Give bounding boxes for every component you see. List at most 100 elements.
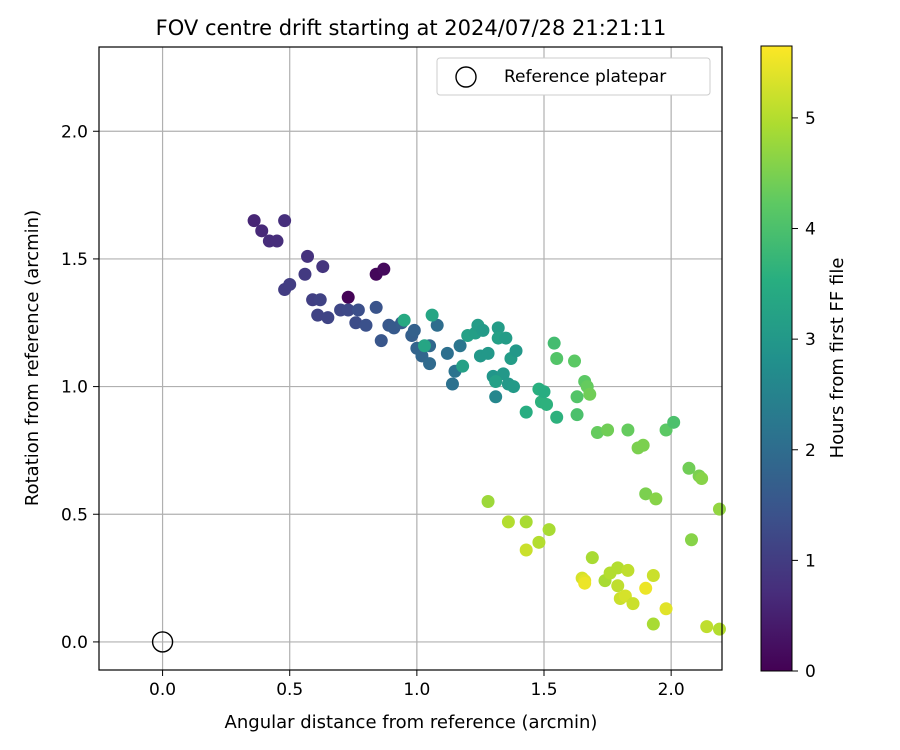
scatter-point bbox=[585, 551, 599, 565]
scatter-point bbox=[341, 290, 355, 304]
scatter-point bbox=[349, 316, 363, 330]
scatter-point bbox=[397, 313, 411, 327]
scatter-point bbox=[684, 533, 698, 547]
scatter-point bbox=[570, 390, 584, 404]
scatter-point bbox=[639, 487, 653, 501]
colorbar-tick-label: 5 bbox=[805, 109, 816, 129]
y-tick-label: 2.0 bbox=[61, 122, 88, 142]
scatter-point bbox=[667, 415, 681, 429]
scatter-point bbox=[649, 492, 663, 506]
scatter-point bbox=[626, 597, 640, 611]
grid bbox=[99, 47, 722, 670]
plot-frame bbox=[98, 46, 723, 671]
reference-platepar-marker bbox=[151, 631, 174, 653]
scatter-point bbox=[499, 331, 513, 345]
y-axis-ticks: 0.0 0.5 1.0 1.5 2.0 bbox=[61, 122, 99, 653]
scatter-point bbox=[682, 461, 696, 475]
x-axis-label: Angular distance from reference (arcmin) bbox=[225, 712, 598, 733]
scatter-point bbox=[611, 561, 625, 575]
colorbar-tick-label: 3 bbox=[805, 330, 816, 350]
scatter-point bbox=[283, 277, 297, 291]
colorbar-ticks: 0 1 2 3 4 5 bbox=[792, 109, 816, 682]
scatter-point bbox=[425, 308, 439, 322]
scatter-point bbox=[270, 234, 284, 248]
y-tick-label: 0.5 bbox=[61, 505, 88, 525]
scatter-point bbox=[481, 494, 495, 508]
scatter-point bbox=[540, 397, 554, 411]
scatter-point bbox=[601, 423, 615, 437]
scatter-point bbox=[695, 472, 709, 486]
colorbar bbox=[760, 45, 793, 672]
scatter-point bbox=[646, 569, 660, 583]
legend-marker-open-circle bbox=[455, 66, 477, 88]
scatter-point bbox=[583, 387, 597, 401]
scatter-point bbox=[453, 339, 467, 353]
scatter-point bbox=[298, 267, 312, 281]
legend: Reference platepar bbox=[436, 57, 711, 96]
scatter-point bbox=[321, 311, 335, 325]
scatter-point bbox=[445, 377, 459, 391]
scatter-point bbox=[611, 579, 625, 593]
y-axis-label: Rotation from reference (arcmin) bbox=[22, 210, 43, 506]
scatter-points bbox=[247, 214, 726, 636]
scatter-point bbox=[456, 359, 470, 373]
scatter-point bbox=[578, 576, 592, 590]
legend-label: Reference platepar bbox=[504, 67, 666, 87]
colorbar-tick-label: 1 bbox=[805, 551, 816, 571]
x-tick-label: 0.5 bbox=[276, 680, 303, 700]
y-tick-label: 1.0 bbox=[61, 378, 88, 398]
scatter-point bbox=[519, 543, 533, 557]
scatter-point bbox=[489, 390, 503, 404]
scatter-point bbox=[550, 352, 564, 365]
scatter-point bbox=[430, 318, 444, 332]
chart-title: FOV centre drift starting at 2024/07/28 … bbox=[156, 16, 667, 40]
scatter-point bbox=[621, 423, 635, 437]
scatter-point bbox=[590, 426, 604, 440]
scatter-point bbox=[247, 214, 261, 228]
scatter-point bbox=[341, 303, 355, 317]
scatter-point bbox=[417, 339, 431, 353]
scatter-point bbox=[700, 620, 714, 634]
y-tick-label: 1.5 bbox=[61, 250, 88, 270]
scatter-point bbox=[501, 515, 515, 529]
scatter-point bbox=[519, 515, 533, 529]
scatter-point bbox=[646, 617, 660, 631]
scatter-point bbox=[547, 336, 561, 350]
colorbar-tick-label: 4 bbox=[805, 220, 816, 240]
scatter-point bbox=[377, 262, 391, 276]
y-tick-label: 0.0 bbox=[61, 633, 88, 653]
scatter-point bbox=[369, 300, 383, 314]
scatter-point bbox=[407, 323, 421, 337]
scatter-point bbox=[491, 321, 505, 335]
colorbar-label: Hours from first FF file bbox=[827, 258, 848, 459]
colorbar-tick-label: 2 bbox=[805, 441, 816, 461]
scatter-point bbox=[255, 224, 269, 238]
x-tick-label: 0.0 bbox=[149, 680, 176, 700]
scatter-point bbox=[301, 249, 315, 263]
scatter-point bbox=[423, 357, 437, 371]
scatter-point bbox=[570, 408, 584, 422]
scatter-point bbox=[550, 410, 564, 424]
scatter-point bbox=[542, 523, 556, 537]
scatter-point bbox=[568, 354, 582, 368]
scatter-point bbox=[639, 581, 653, 595]
colorbar-tick-label: 0 bbox=[805, 662, 816, 682]
scatter-point bbox=[278, 214, 292, 228]
scatter-point bbox=[476, 323, 490, 337]
scatter-point bbox=[712, 502, 726, 516]
scatter-point bbox=[532, 535, 546, 549]
scatter-point bbox=[509, 344, 523, 358]
scatter-point bbox=[313, 293, 327, 307]
scatter-point bbox=[481, 346, 495, 360]
reference-layer bbox=[151, 631, 174, 653]
x-tick-label: 1.5 bbox=[530, 680, 557, 700]
x-tick-label: 1.0 bbox=[403, 680, 430, 700]
scatter-point bbox=[351, 303, 365, 317]
legend-box bbox=[436, 57, 711, 96]
scatter-point bbox=[316, 260, 330, 274]
scatter-point bbox=[506, 380, 520, 394]
scatter-point bbox=[537, 385, 551, 399]
scatter-point bbox=[440, 346, 454, 360]
scatter-point bbox=[621, 563, 635, 577]
